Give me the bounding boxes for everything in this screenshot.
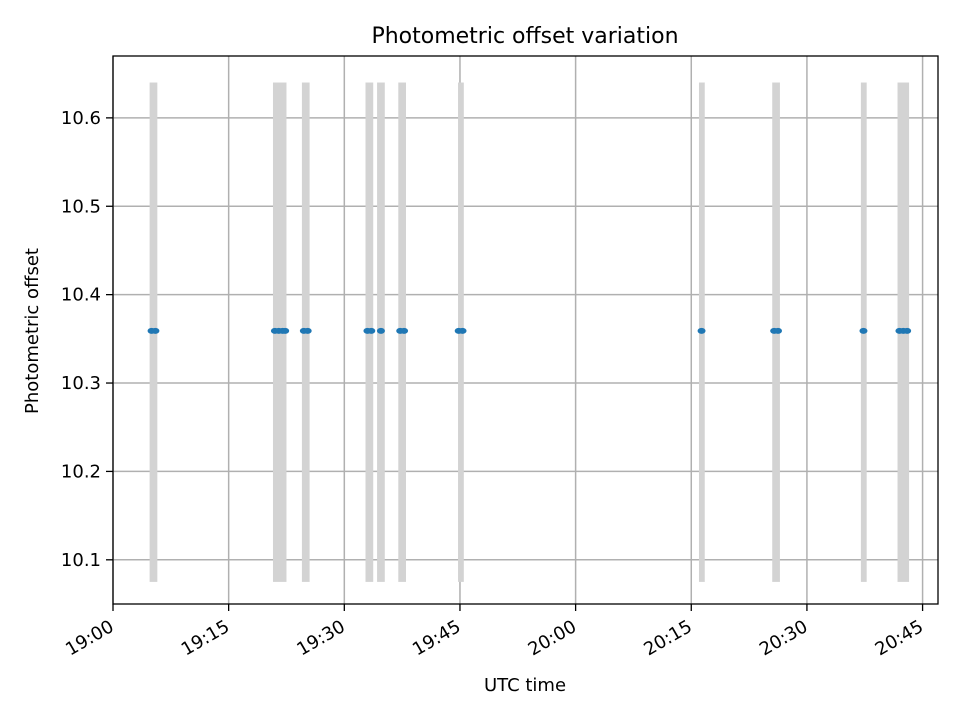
data-point [400,327,409,334]
x-tick-label: 20:00 [525,616,580,660]
y-axis: 10.1 10.2 10.3 10.4 10.5 10.6 [61,108,113,571]
data-point [697,327,706,334]
x-tick-label: 20:15 [640,616,695,660]
x-tick-label: 19:00 [62,616,117,660]
x-tick-label: 19:30 [293,616,348,660]
grid-layer [112,56,938,604]
data-point [859,327,868,334]
y-axis-label: Photometric offset [22,248,43,414]
y-tick-label: 10.5 [61,196,101,217]
chart-title: Photometric offset variation [371,24,678,49]
data-point [303,327,312,334]
y-tick-label: 10.6 [61,108,101,129]
plot-frame [112,55,939,605]
data-point [367,327,376,334]
y-tick-label: 10.1 [61,550,101,571]
data-point [376,327,385,334]
data-point [151,327,160,334]
x-axis-label: UTC time [484,675,566,696]
x-axis: 19:00 19:15 19:30 19:45 20:00 20:15 20:30 20:45 [62,604,927,660]
y-tick-label: 10.2 [61,461,101,482]
x-tick-label: 20:30 [756,616,811,660]
x-tick-label: 20:45 [872,616,927,660]
shaded-intervals [149,82,910,582]
data-points [147,327,912,334]
x-tick-label: 19:15 [178,616,233,660]
x-tick-label: 19:45 [409,616,464,660]
data-point [458,327,467,334]
data-point [774,327,783,334]
data-point [903,327,912,334]
y-tick-label: 10.3 [61,373,101,394]
y-tick-label: 10.4 [61,285,101,306]
data-point [281,327,290,334]
